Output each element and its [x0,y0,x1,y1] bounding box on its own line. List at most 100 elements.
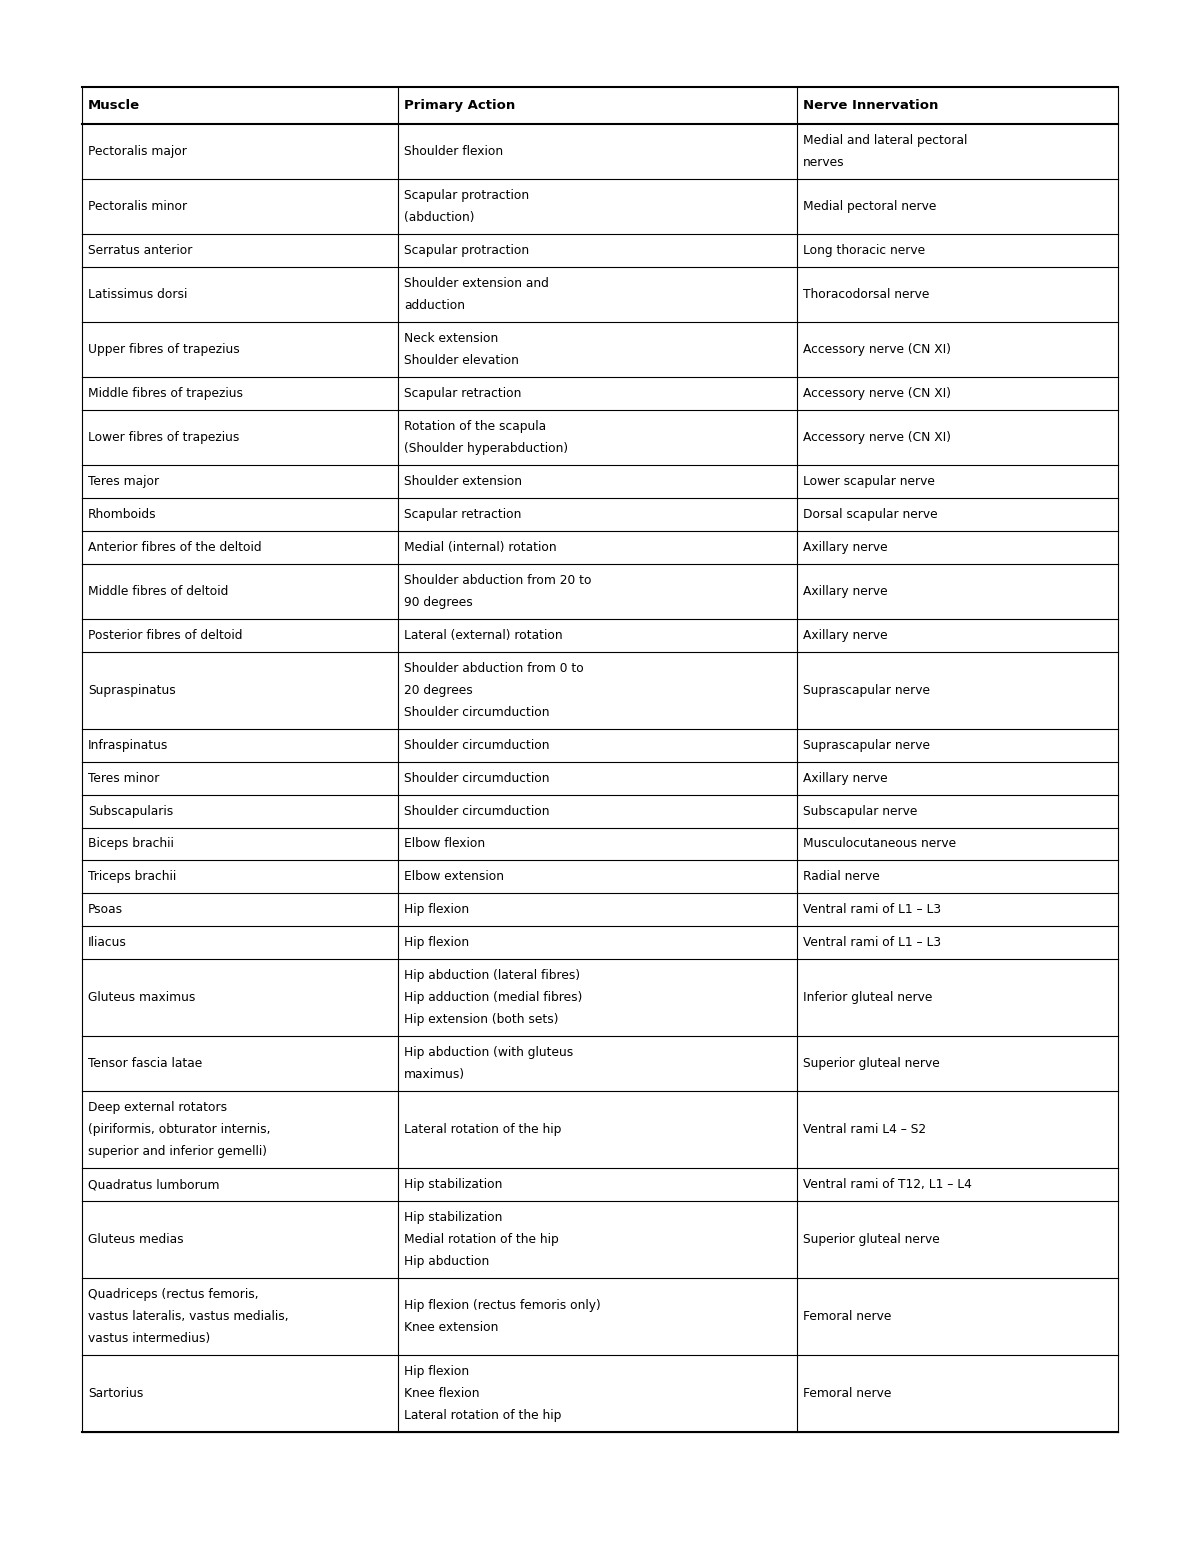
Text: Pectoralis major: Pectoralis major [88,144,187,158]
Text: Hip abduction (lateral fibres): Hip abduction (lateral fibres) [404,969,580,983]
Text: Shoulder extension: Shoulder extension [404,475,522,488]
Text: Lower scapular nerve: Lower scapular nerve [803,475,935,488]
Text: Shoulder extension and: Shoulder extension and [404,276,548,290]
Text: Elbow flexion: Elbow flexion [404,837,485,851]
Text: Hip flexion: Hip flexion [404,1365,469,1378]
Text: Scapular retraction: Scapular retraction [404,387,521,399]
Text: Medial and lateral pectoral: Medial and lateral pectoral [803,134,967,148]
Text: Femoral nerve: Femoral nerve [803,1387,892,1401]
Text: Nerve Innervation: Nerve Innervation [803,99,938,112]
Text: Axillary nerve: Axillary nerve [803,772,888,784]
Text: (piriformis, obturator internis,: (piriformis, obturator internis, [88,1123,270,1137]
Text: Suprascapular nerve: Suprascapular nerve [803,683,930,697]
Text: Teres major: Teres major [88,475,160,488]
Text: Quadratus lumborum: Quadratus lumborum [88,1179,220,1191]
Text: Musculocutaneous nerve: Musculocutaneous nerve [803,837,956,851]
Text: Anterior fibres of the deltoid: Anterior fibres of the deltoid [88,540,262,554]
Text: (abduction): (abduction) [404,211,474,224]
Text: Tensor fascia latae: Tensor fascia latae [88,1058,203,1070]
Text: Supraspinatus: Supraspinatus [88,683,175,697]
Text: Scapular retraction: Scapular retraction [404,508,521,520]
Text: Latissimus dorsi: Latissimus dorsi [88,287,187,301]
Text: Long thoracic nerve: Long thoracic nerve [803,244,925,256]
Text: Shoulder circumduction: Shoulder circumduction [404,739,550,752]
Text: Neck extension: Neck extension [404,332,498,345]
Text: Upper fibres of trapezius: Upper fibres of trapezius [88,343,240,356]
Text: Muscle: Muscle [88,99,140,112]
Text: Medial (internal) rotation: Medial (internal) rotation [404,540,557,554]
Text: Shoulder abduction from 20 to: Shoulder abduction from 20 to [404,573,592,587]
Text: Accessory nerve (CN XI): Accessory nerve (CN XI) [803,343,950,356]
Text: Lateral rotation of the hip: Lateral rotation of the hip [404,1123,562,1137]
Text: Accessory nerve (CN XI): Accessory nerve (CN XI) [803,387,950,399]
Text: Shoulder flexion: Shoulder flexion [404,144,503,158]
Text: Infraspinatus: Infraspinatus [88,739,168,752]
Text: Lateral rotation of the hip: Lateral rotation of the hip [404,1409,562,1423]
Text: Hip extension (both sets): Hip extension (both sets) [404,1014,558,1027]
Text: Biceps brachii: Biceps brachii [88,837,174,851]
Text: Subscapularis: Subscapularis [88,804,173,817]
Text: Quadriceps (rectus femoris,: Quadriceps (rectus femoris, [88,1287,259,1301]
Text: Hip flexion (rectus femoris only): Hip flexion (rectus femoris only) [404,1300,601,1312]
Text: Gluteus medias: Gluteus medias [88,1233,184,1246]
Text: Radial nerve: Radial nerve [803,871,880,884]
Text: Sartorius: Sartorius [88,1387,143,1401]
Text: Serratus anterior: Serratus anterior [88,244,192,256]
Text: 90 degrees: 90 degrees [404,596,473,609]
Text: Hip abduction: Hip abduction [404,1255,490,1269]
Text: Middle fibres of deltoid: Middle fibres of deltoid [88,584,228,598]
Text: Shoulder circumduction: Shoulder circumduction [404,772,550,784]
Text: Axillary nerve: Axillary nerve [803,584,888,598]
Text: Rotation of the scapula: Rotation of the scapula [404,419,546,433]
Text: adduction: adduction [404,298,464,312]
Text: Axillary nerve: Axillary nerve [803,629,888,641]
Text: Superior gluteal nerve: Superior gluteal nerve [803,1233,940,1246]
Text: vastus lateralis, vastus medialis,: vastus lateralis, vastus medialis, [88,1311,289,1323]
Text: (Shoulder hyperabduction): (Shoulder hyperabduction) [404,441,568,455]
Text: Hip flexion: Hip flexion [404,936,469,949]
Text: Lower fibres of trapezius: Lower fibres of trapezius [88,430,239,444]
Text: superior and inferior gemelli): superior and inferior gemelli) [88,1145,266,1159]
Text: Knee extension: Knee extension [404,1322,498,1334]
Text: Rhomboids: Rhomboids [88,508,157,520]
Text: Iliacus: Iliacus [88,936,127,949]
Text: vastus intermedius): vastus intermedius) [88,1332,210,1345]
Text: Scapular protraction: Scapular protraction [404,189,529,202]
Text: Subscapular nerve: Subscapular nerve [803,804,917,817]
Text: Shoulder circumduction: Shoulder circumduction [404,804,550,817]
Text: Knee flexion: Knee flexion [404,1387,480,1401]
Text: Ventral rami L4 – S2: Ventral rami L4 – S2 [803,1123,926,1137]
Text: Elbow extension: Elbow extension [404,871,504,884]
Text: Axillary nerve: Axillary nerve [803,540,888,554]
Text: Medial pectoral nerve: Medial pectoral nerve [803,200,936,213]
Text: nerves: nerves [803,155,845,169]
Text: maximus): maximus) [404,1068,466,1081]
Text: Inferior gluteal nerve: Inferior gluteal nerve [803,991,932,1005]
Text: Medial rotation of the hip: Medial rotation of the hip [404,1233,559,1246]
Text: Superior gluteal nerve: Superior gluteal nerve [803,1058,940,1070]
Text: Femoral nerve: Femoral nerve [803,1311,892,1323]
Text: Hip abduction (with gluteus: Hip abduction (with gluteus [404,1047,574,1059]
Text: Ventral rami of L1 – L3: Ventral rami of L1 – L3 [803,904,941,916]
Text: Psoas: Psoas [88,904,124,916]
Text: Gluteus maximus: Gluteus maximus [88,991,196,1005]
Text: Accessory nerve (CN XI): Accessory nerve (CN XI) [803,430,950,444]
Text: Triceps brachii: Triceps brachii [88,871,176,884]
Text: Pectoralis minor: Pectoralis minor [88,200,187,213]
Text: Deep external rotators: Deep external rotators [88,1101,227,1114]
Text: Middle fibres of trapezius: Middle fibres of trapezius [88,387,242,399]
Text: Ventral rami of T12, L1 – L4: Ventral rami of T12, L1 – L4 [803,1179,972,1191]
Text: Lateral (external) rotation: Lateral (external) rotation [404,629,563,641]
Text: Teres minor: Teres minor [88,772,160,784]
Text: Shoulder circumduction: Shoulder circumduction [404,705,550,719]
Text: Hip adduction (medial fibres): Hip adduction (medial fibres) [404,991,582,1005]
Text: Thoracodorsal nerve: Thoracodorsal nerve [803,287,929,301]
Text: Shoulder elevation: Shoulder elevation [404,354,518,367]
Text: Hip stabilization: Hip stabilization [404,1211,503,1224]
Text: Primary Action: Primary Action [404,99,515,112]
Text: Hip stabilization: Hip stabilization [404,1179,503,1191]
Text: Ventral rami of L1 – L3: Ventral rami of L1 – L3 [803,936,941,949]
Text: Scapular protraction: Scapular protraction [404,244,529,256]
Text: Shoulder abduction from 0 to: Shoulder abduction from 0 to [404,662,583,674]
Text: Dorsal scapular nerve: Dorsal scapular nerve [803,508,937,520]
